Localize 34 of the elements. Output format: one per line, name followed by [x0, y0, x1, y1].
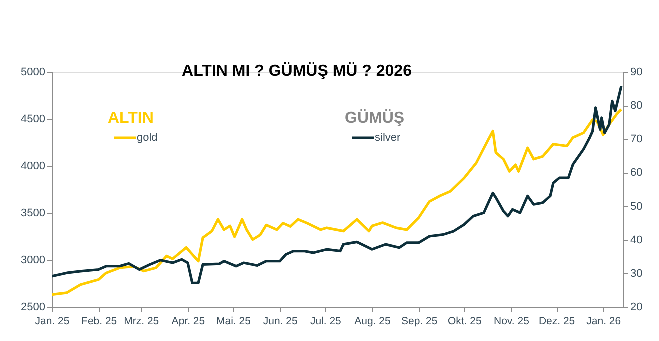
y2-tick-label: 70 [630, 134, 643, 146]
y2-tick-label: 50 [630, 200, 643, 213]
x-tick-label: Jan. 25 [35, 316, 70, 328]
annotation: GÜMÜŞ [345, 109, 405, 127]
y2-tick-label: 60 [630, 167, 643, 180]
y2-tick-label: 40 [630, 234, 643, 246]
legend-label: gold [137, 132, 158, 144]
x-tick-label: Nov. 25 [494, 316, 530, 328]
y2-tick-label: 80 [630, 100, 643, 112]
line-series [52, 85, 623, 284]
x-tick-label: Sep. 25 [401, 316, 438, 328]
y-tick-label: 3500 [21, 208, 46, 220]
y-tick-label: 4000 [21, 160, 46, 172]
line-series [52, 108, 623, 296]
y2-tick-label: 30 [630, 268, 643, 280]
y-tick-label: 2500 [21, 302, 46, 314]
x-tick-label: Okt. 25 [448, 316, 482, 328]
y-tick-label: 5000 [21, 66, 46, 78]
y2-tick-label: 90 [630, 66, 643, 78]
x-tick-label: Jan. 26 [586, 316, 622, 328]
x-tick-label: Dez. 25 [538, 316, 576, 328]
legend-label: silver [375, 132, 402, 144]
chart-title: ALTIN MI ? GÜMÜŞ MÜ ? 2026 [182, 62, 412, 80]
x-tick-label: Jun. 25 [263, 316, 298, 328]
y-tick-label: 4500 [21, 114, 46, 126]
x-tick-label: Jul. 25 [310, 316, 342, 328]
x-tick-label: Apr. 25 [172, 316, 206, 328]
x-tick-label: Aug. 25 [354, 316, 391, 328]
annotation: ALTIN [108, 110, 154, 127]
x-tick-label: Mai. 25 [216, 316, 252, 328]
y2-tick-label: 20 [630, 302, 643, 314]
x-tick-label: Feb. 25 [82, 316, 118, 328]
y-tick-label: 3000 [21, 254, 46, 266]
x-tick-label: Mrz. 25 [124, 316, 160, 328]
